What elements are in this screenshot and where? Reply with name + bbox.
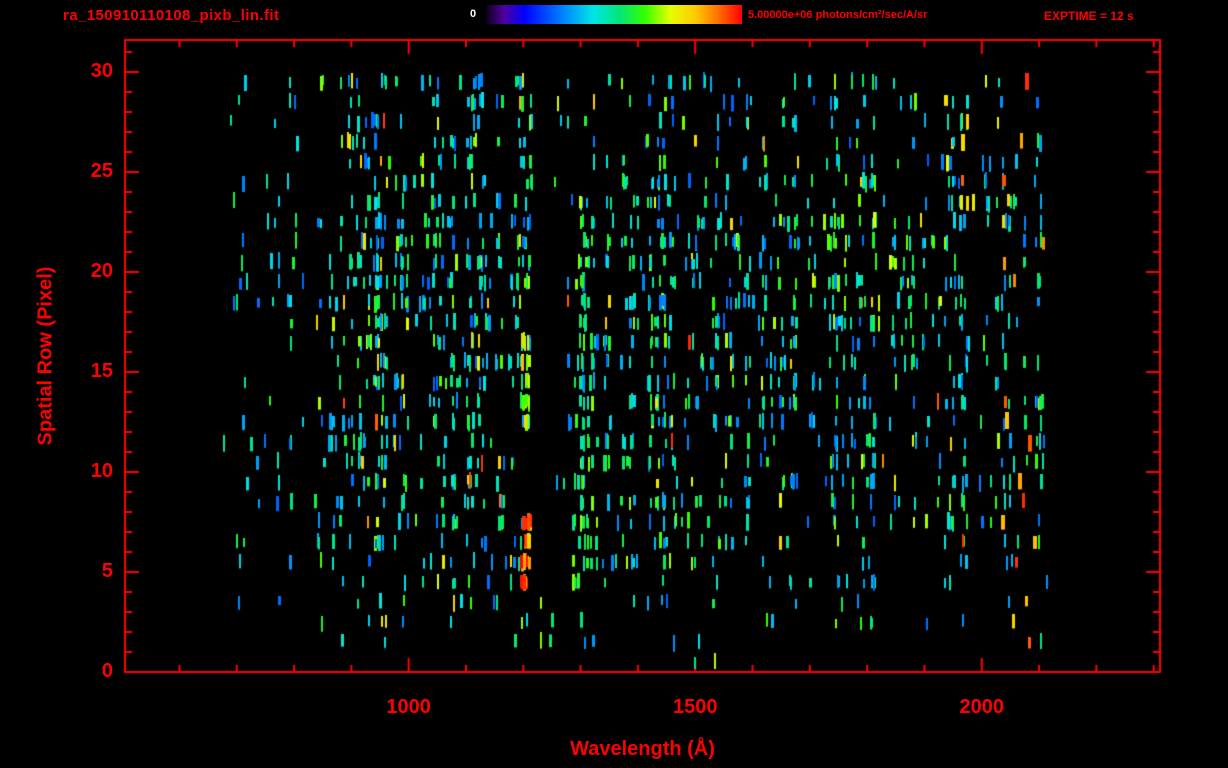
x-axis-title: Wavelength (Å) — [570, 738, 715, 760]
y-tick-label: 25 — [90, 160, 113, 182]
y-tick-label: 20 — [90, 260, 113, 282]
y-tick-label: 10 — [90, 460, 113, 482]
colorbar-min-label: 0 — [470, 8, 477, 20]
y-tick-label: 15 — [90, 360, 113, 382]
x-tick-label: 2000 — [959, 696, 1005, 718]
y-axis-title: Spatial Row (Pixel) — [34, 266, 57, 446]
y-tick-label: 30 — [90, 60, 113, 82]
file-title: ra_150910110108_pixb_lin.fit — [63, 7, 280, 24]
y-tick-label: 0 — [101, 660, 113, 682]
x-tick-label: 1500 — [672, 696, 718, 718]
y-tick-label: 5 — [101, 560, 113, 582]
x-tick-label: 1000 — [386, 696, 431, 718]
colorbar-gradient — [486, 5, 742, 24]
colorbar-max-label: 5.00000e+06 photons/cm²/sec/A/sr — [748, 9, 928, 21]
exptime-label: EXPTIME = 12 s — [1044, 9, 1134, 23]
